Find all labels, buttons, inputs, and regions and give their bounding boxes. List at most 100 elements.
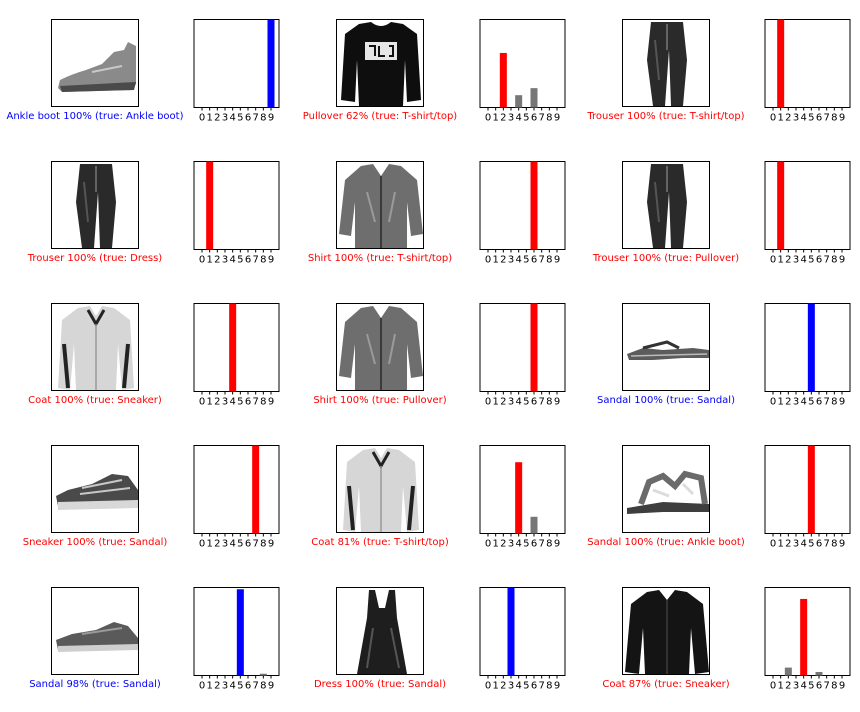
x-tick-label: 9 [268,681,274,692]
x-tick-label: 8 [546,113,552,124]
plot-frame [764,587,851,676]
x-tick-label: 8 [546,681,552,692]
x-tick-label: 0 [770,681,776,692]
x-tick-label: 5 [808,681,814,692]
x-tick-label: 7 [823,255,829,266]
probability-bar-class-8 [259,673,267,676]
x-tick-label: 4 [800,539,806,550]
x-tick-label: 0 [199,539,205,550]
shirt-thumbnail [336,161,424,249]
trouser-image [76,164,116,248]
x-tick-label: 5 [523,539,529,550]
x-tick-label: 8 [831,255,837,266]
x-tick-label: 3 [222,681,228,692]
x-tick-label: 6 [816,539,822,550]
prediction-caption: Ankle boot 100% (true: Ankle boot) [6,111,184,122]
dress-image [357,590,407,674]
x-tick-label: 7 [538,397,544,408]
x-tick-label: 0 [485,681,491,692]
sandal-flat-image [627,340,709,360]
x-tick-label: 7 [252,539,258,550]
x-tick-label: 0 [770,113,776,124]
x-tick-label: 4 [800,397,806,408]
x-tick-label: 7 [538,255,544,266]
plot-frame [479,445,566,534]
x-tick-label: 4 [800,113,806,124]
x-tick-label: 9 [839,539,845,550]
probability-bar-class-4 [515,95,523,108]
probability-bar-class-1 [777,19,785,108]
plot-frame [193,19,280,108]
x-tick-label: 4 [229,681,235,692]
x-tick-label: 4 [800,681,806,692]
x-tick-label: 5 [523,397,529,408]
x-tick-label: 0 [199,397,205,408]
x-tick-label: 1 [206,113,212,124]
probability-bar-class-6 [530,516,538,534]
prediction-caption: Sandal 100% (true: Sandal) [597,395,735,406]
x-tick-label: 9 [554,113,560,124]
x-tick-label: 9 [268,397,274,408]
shirt-image [339,306,423,390]
x-tick-label: 2 [785,539,791,550]
x-tick-label: 9 [268,113,274,124]
probability-bar-class-6 [815,671,823,676]
plot-frame [479,303,566,392]
x-tick-label: 3 [222,539,228,550]
sandal-strappy-thumbnail [622,445,710,533]
x-tick-label: 5 [808,113,814,124]
probability-bar-class-1 [206,161,214,250]
x-tick-label: 9 [839,681,845,692]
x-tick-label: 3 [508,681,514,692]
x-tick-label: 8 [260,255,266,266]
x-tick-label: 4 [229,539,235,550]
probability-bar-class-6 [530,88,538,108]
probability-bar-class-4 [515,462,523,534]
shirt-thumbnail [336,303,424,391]
x-tick-label: 1 [206,255,212,266]
x-tick-label: 5 [523,681,529,692]
x-tick-label: 0 [770,255,776,266]
coat-thumbnail [51,303,139,391]
x-tick-label: 8 [831,397,837,408]
x-tick-label: 1 [492,681,498,692]
plot-frame [479,161,566,250]
coat-image [58,306,134,390]
x-tick-label: 9 [554,397,560,408]
x-tick-label: 1 [777,539,783,550]
x-tick-label: 3 [508,397,514,408]
x-tick-label: 0 [485,539,491,550]
plot-frame [193,445,280,534]
ankle-boot-image [58,42,136,92]
prediction-caption: Coat 100% (true: Sneaker) [28,395,162,406]
prediction-caption: Shirt 100% (true: Pullover) [313,395,447,406]
x-tick-label: 9 [839,397,845,408]
pullover-thumbnail [336,19,424,107]
x-tick-label: 1 [206,539,212,550]
prediction-caption: Sneaker 100% (true: Sandal) [22,537,168,548]
x-tick-label: 7 [538,539,544,550]
x-tick-label: 8 [260,681,266,692]
x-tick-label: 5 [237,113,243,124]
x-tick-label: 1 [206,681,212,692]
x-tick-label: 3 [222,397,228,408]
x-tick-label: 2 [785,255,791,266]
x-tick-label: 7 [252,113,258,124]
x-tick-label: 6 [816,397,822,408]
x-tick-label: 1 [777,255,783,266]
x-tick-label: 2 [500,539,506,550]
sneaker-low-image [56,622,138,652]
prediction-caption: Pullover 62% (true: T-shirt/top) [302,111,458,122]
x-tick-label: 3 [508,539,514,550]
x-tick-label: 2 [500,681,506,692]
x-tick-label: 5 [808,397,814,408]
x-tick-label: 6 [245,113,251,124]
x-tick-label: 6 [531,681,537,692]
x-tick-label: 2 [214,539,220,550]
prediction-caption: Dress 100% (true: Sandal) [313,679,447,690]
x-tick-label: 9 [554,255,560,266]
dress-thumbnail [336,587,424,675]
